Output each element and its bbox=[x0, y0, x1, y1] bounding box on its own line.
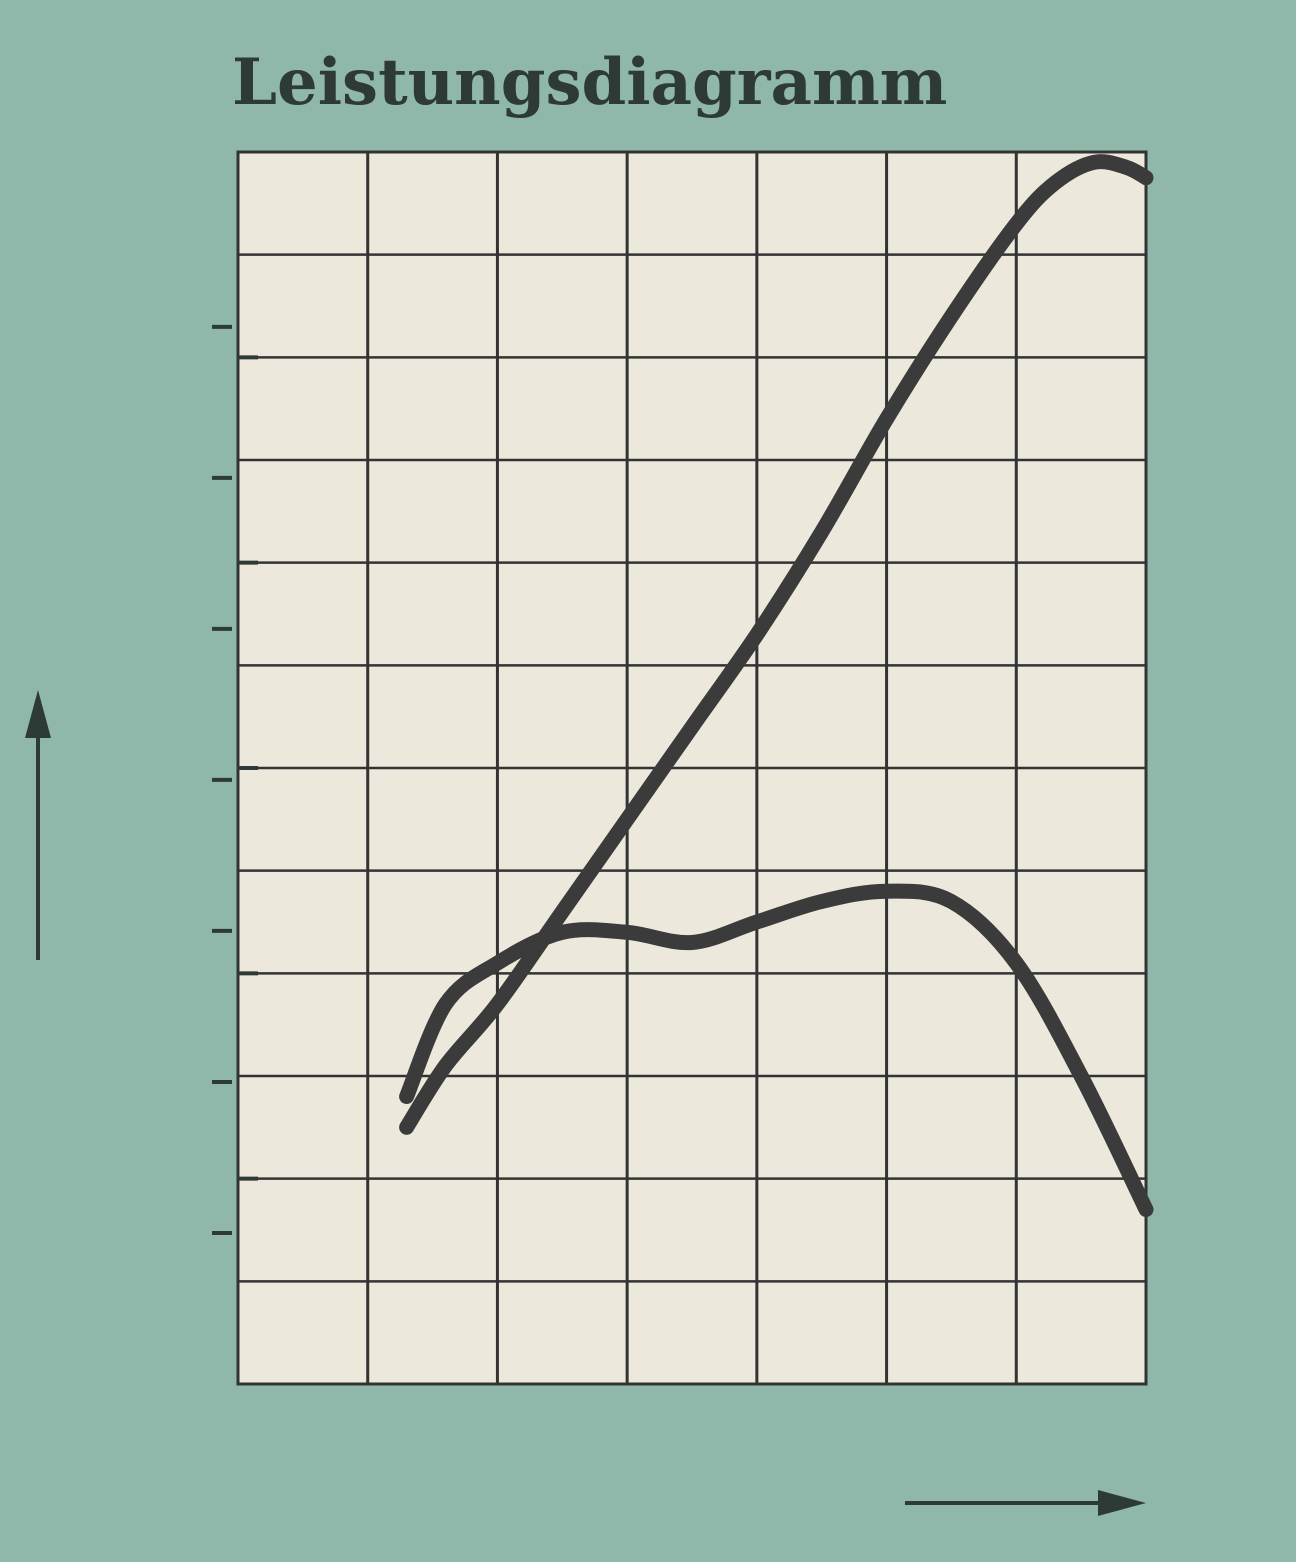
x-axis-arrow-head bbox=[1098, 1490, 1146, 1516]
series-group bbox=[399, 154, 1154, 1217]
axes bbox=[25, 152, 1146, 1516]
power-curve bbox=[399, 154, 1154, 1135]
chart-title: Leistungsdiagramm bbox=[232, 45, 947, 120]
torque-curve bbox=[399, 883, 1154, 1217]
grid bbox=[238, 152, 1146, 1384]
left-axis-arrow-head bbox=[25, 690, 51, 738]
